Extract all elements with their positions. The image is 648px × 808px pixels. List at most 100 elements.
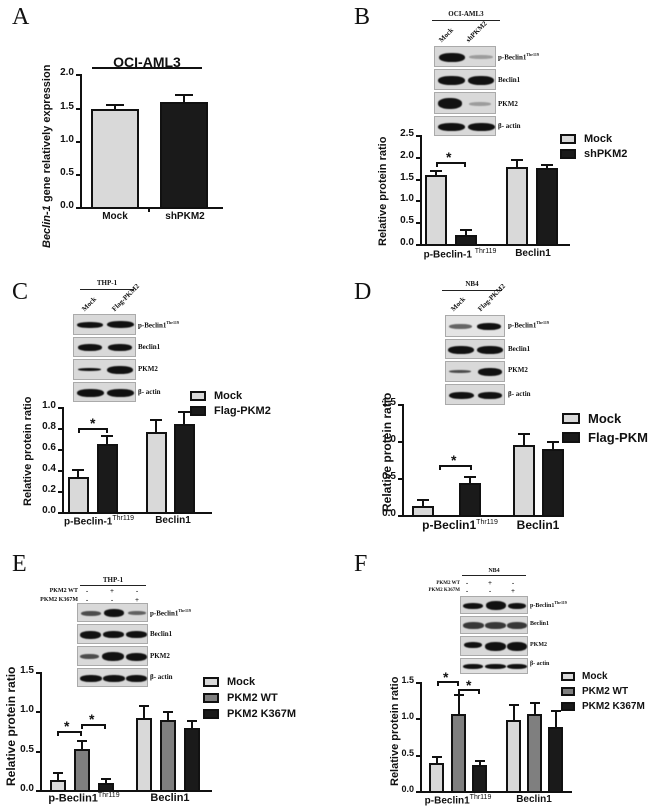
y-axis-label: Relative protein ratio xyxy=(380,392,394,512)
tick-label: 2.0 xyxy=(400,150,414,161)
lane-label: Mock xyxy=(80,295,99,313)
blot-strip xyxy=(460,596,528,614)
strip-label: β- actin xyxy=(150,673,173,681)
blot-strip xyxy=(77,668,148,687)
tick xyxy=(58,428,62,430)
tick-label: 2.5 xyxy=(400,128,414,139)
category-label: shPKM2 xyxy=(165,211,205,222)
error-cap xyxy=(417,499,429,501)
legend-swatch xyxy=(562,413,580,424)
blot-title-line xyxy=(80,585,146,586)
y-axis xyxy=(62,407,64,514)
legend-item-mock: Mock xyxy=(203,676,255,688)
tick xyxy=(58,470,62,472)
error-bar xyxy=(81,741,83,750)
x-axis xyxy=(402,515,562,517)
y-axis xyxy=(420,135,422,246)
x-axis xyxy=(62,512,212,514)
error-bar xyxy=(155,420,157,433)
tick xyxy=(76,141,80,143)
tick-label: 2.0 xyxy=(60,67,74,78)
row-label: PKM2 WT xyxy=(436,581,460,586)
error-bar xyxy=(114,105,116,110)
tick xyxy=(36,711,40,713)
bar-flag xyxy=(174,424,195,514)
error-cap xyxy=(53,772,63,774)
error-cap xyxy=(511,159,523,161)
tick xyxy=(416,755,420,757)
tick-label: 0.5 xyxy=(400,215,414,226)
category-label: p-Beclin1Thr119 xyxy=(424,794,492,807)
error-bar xyxy=(479,761,481,766)
blot-title: THP-1 xyxy=(96,279,118,287)
error-cap xyxy=(430,170,442,172)
sign: - xyxy=(85,596,89,604)
legend-label: Mock xyxy=(582,671,608,682)
tick xyxy=(416,200,420,202)
tick-label: 1.0 xyxy=(400,193,414,204)
significance-star: * xyxy=(446,149,452,165)
tick-label: 1.0 xyxy=(60,134,74,145)
legend-item-pkm2-k367m: PKM2 K367M xyxy=(203,708,296,720)
significance-star: * xyxy=(64,718,70,734)
strip-label: PKM2 xyxy=(498,100,518,108)
legend-label: Mock xyxy=(214,390,243,402)
category-label: Beclin1 xyxy=(516,518,560,532)
legend-swatch xyxy=(561,687,575,696)
error-bar xyxy=(513,705,515,721)
blot-strip xyxy=(77,624,148,644)
tick xyxy=(76,74,80,76)
strip-label: p-Beclin1Thr119 xyxy=(530,600,567,609)
blot-strip xyxy=(460,636,528,656)
tick-label: 1.0 xyxy=(382,434,396,445)
legend-swatch xyxy=(203,677,219,687)
tick-label: 0.5 xyxy=(20,744,34,755)
error-bar xyxy=(552,442,554,450)
error-cap xyxy=(475,760,485,762)
error-cap xyxy=(106,104,124,106)
tick-label: 0.0 xyxy=(20,783,34,794)
group-title: OCI-AML3 xyxy=(113,54,181,70)
error-cap xyxy=(454,694,464,696)
blot-strip xyxy=(460,658,528,674)
blot-strip xyxy=(77,646,148,666)
error-bar xyxy=(465,229,467,236)
error-bar xyxy=(436,757,438,764)
legend-label: Mock xyxy=(227,676,256,688)
strip-label: PKM2 xyxy=(508,366,528,374)
error-bar xyxy=(534,703,536,715)
tick-label: 0.8 xyxy=(42,421,56,432)
tick xyxy=(416,179,420,181)
tick-label: 1.5 xyxy=(400,172,414,183)
error-cap xyxy=(163,711,173,713)
bar-pkm2-k367m xyxy=(98,783,114,792)
bar-shpkm2 xyxy=(536,168,558,246)
strip-label: Beclin1 xyxy=(508,345,531,353)
tick-label: 0.5 xyxy=(60,167,74,178)
y-axis-label: Relative protein ratio xyxy=(4,666,18,786)
tick-label: 0.5 xyxy=(401,748,414,758)
strip-label: p-Beclin1Thr119 xyxy=(508,320,549,330)
sign: + xyxy=(135,596,139,604)
legend-swatch xyxy=(562,432,580,443)
blot-strip xyxy=(445,315,505,337)
strip-label: Beclin1 xyxy=(150,630,173,638)
bar-flag xyxy=(459,483,481,517)
tick-label: 0.5 xyxy=(382,471,396,482)
error-cap xyxy=(547,441,559,443)
error-bar xyxy=(77,470,79,478)
legend-swatch xyxy=(190,406,206,416)
error-bar xyxy=(523,434,525,446)
tick-label: 0.2 xyxy=(42,484,56,495)
tick xyxy=(416,791,420,793)
error-cap xyxy=(530,702,540,704)
bar-mock xyxy=(425,175,447,246)
legend-swatch xyxy=(190,391,206,401)
tick xyxy=(58,449,62,451)
tick xyxy=(58,512,62,514)
error-bar xyxy=(105,779,107,784)
strip-label: p-Beclin1Thr119 xyxy=(150,608,191,618)
error-bar xyxy=(191,721,193,729)
blot-strip xyxy=(73,359,136,380)
significance-bracket xyxy=(436,162,466,167)
